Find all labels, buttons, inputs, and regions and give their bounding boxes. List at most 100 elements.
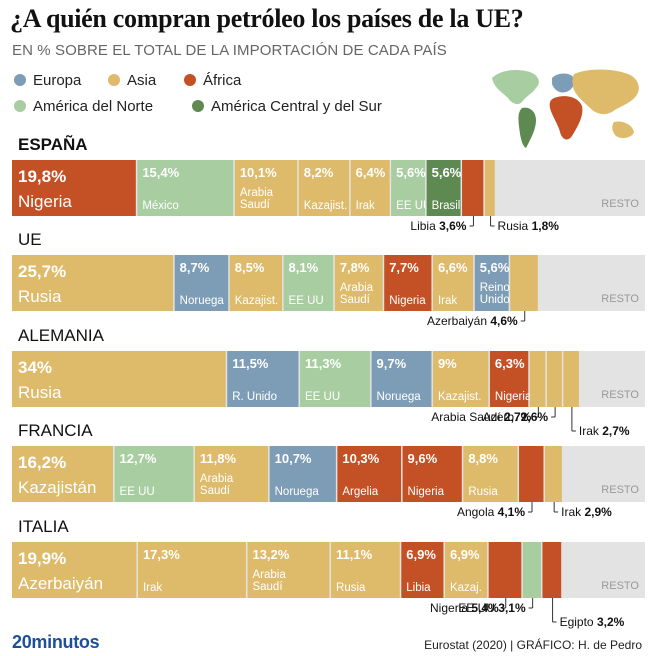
data-label: 11,3% [305,356,342,371]
data-label: 12,7% [120,451,157,466]
data-label: 19,9% [18,549,66,568]
world-map-icon [492,69,639,148]
data-label: 7,7% [389,260,419,275]
source-label: Arabia [240,187,274,199]
source-label: Saudí [200,485,231,497]
callout-source: Rusia 1,8% [498,219,560,233]
source-label: Azerbaiyán [18,574,103,593]
bar-segment [174,255,229,311]
bar-segment [401,542,444,598]
country-name: FRANCIA [18,421,93,440]
legend-item-europa: Europa [14,72,81,89]
data-label: 5,6% [396,165,426,180]
bar-segment [488,542,522,598]
callout-value: 3,2% [597,615,625,629]
source-label: EE UU [305,391,340,403]
data-label: 6,9% [406,547,436,562]
data-label: 6,6% [438,260,468,275]
callout-value: 3,6% [439,219,467,233]
legend-dot-europa [14,74,26,86]
source-label: Argelia [342,486,378,498]
bar-segment [391,160,426,216]
bar-segment [269,446,336,502]
callout-value: 3,1% [498,601,526,615]
source-label: Brasil [432,200,461,212]
legend-dot-asia [108,74,120,86]
legend-label: África [203,72,242,89]
source-label: Irak [356,200,375,212]
legend-dot-america-norte [14,100,26,112]
bar-segment [12,255,174,311]
bar-segment [12,351,226,407]
source-label: Irak [143,582,162,594]
bar-segment [229,255,283,311]
callout-source: Azerb. 2,6% [483,410,549,424]
legend-label: Asia [127,72,157,89]
country-name: ITALIA [18,517,69,536]
source-label: Arabia [340,282,374,294]
bar-segment [331,542,400,598]
source-label: R. Unido [232,391,277,403]
bar-segment [462,160,484,216]
source-label: Libia [406,582,431,594]
bar-segment [510,255,538,311]
bar-segment [529,351,546,407]
bar-segment [371,351,432,407]
legend-label: América del Norte [33,98,154,115]
bar-segment [194,446,269,502]
bar-segment [542,542,562,598]
bar-segment [522,542,541,598]
callout-source: Nigeria 5,4% [430,601,499,615]
data-label: 10,1% [240,165,277,180]
data-label: 6,3% [495,356,525,371]
source-label: Rusia [468,486,498,498]
callout-value: 2,9% [585,505,613,519]
bar-segment [227,351,299,407]
source-credit: Eurostat (2020) | GRÁFICO: H. de Pedro [424,638,642,652]
bar-segment [444,542,488,598]
resto-label: RESTO [601,389,639,401]
bar-segment [489,351,529,407]
data-label: 9% [438,356,457,371]
page-title: ¿A quién compran petróleo los países de … [10,4,524,33]
source-label: Rusia [18,287,62,306]
legend-item-america-norte: América del Norte [14,98,153,115]
callout-value: 4,6% [490,314,518,328]
bar-segment [544,446,562,502]
source-label: Nigeria [495,391,532,403]
callout-source: Egipto 3,2% [560,615,625,629]
bar-segment [298,160,350,216]
source-label: Arabia [252,569,286,581]
bar-segment [337,446,402,502]
bar-segment [474,255,509,311]
data-label: 8,1% [289,260,319,275]
legend-dot-america-sur [192,100,204,112]
callout-value: 2,6% [521,410,549,424]
bar-segment [426,160,461,216]
bar-segment [463,446,518,502]
resto-label: RESTO [601,580,639,592]
data-label: 8,5% [235,260,265,275]
data-label: 19,8% [18,167,66,186]
source-label: Nigeria [18,192,72,211]
data-label: 9,6% [408,451,438,466]
source-label: Nigeria [389,295,426,307]
callout-value: 2,7% [504,410,532,424]
bar-segment [334,255,383,311]
source-label: Kazajist. [438,391,481,403]
page-subtitle: EN % SOBRE EL TOTAL DE LA IMPORTACIÓN DE… [12,42,447,59]
resto-label: RESTO [601,293,639,305]
data-label: 34% [18,358,52,377]
callout-value: 2,7% [602,424,630,438]
data-label: 6,9% [450,547,480,562]
source-label: Kazajistán [18,478,96,497]
callout-source: Libia 3,6% [410,219,466,233]
source-label: EE UU [289,295,324,307]
data-label: 25,7% [18,262,66,281]
bar-segment [114,446,194,502]
data-label: 5,6% [480,260,510,275]
bar-segment [519,446,544,502]
source-label: EE UU [396,200,431,212]
source-label: Noruega [180,295,225,307]
source-label: Saudí [240,199,271,211]
